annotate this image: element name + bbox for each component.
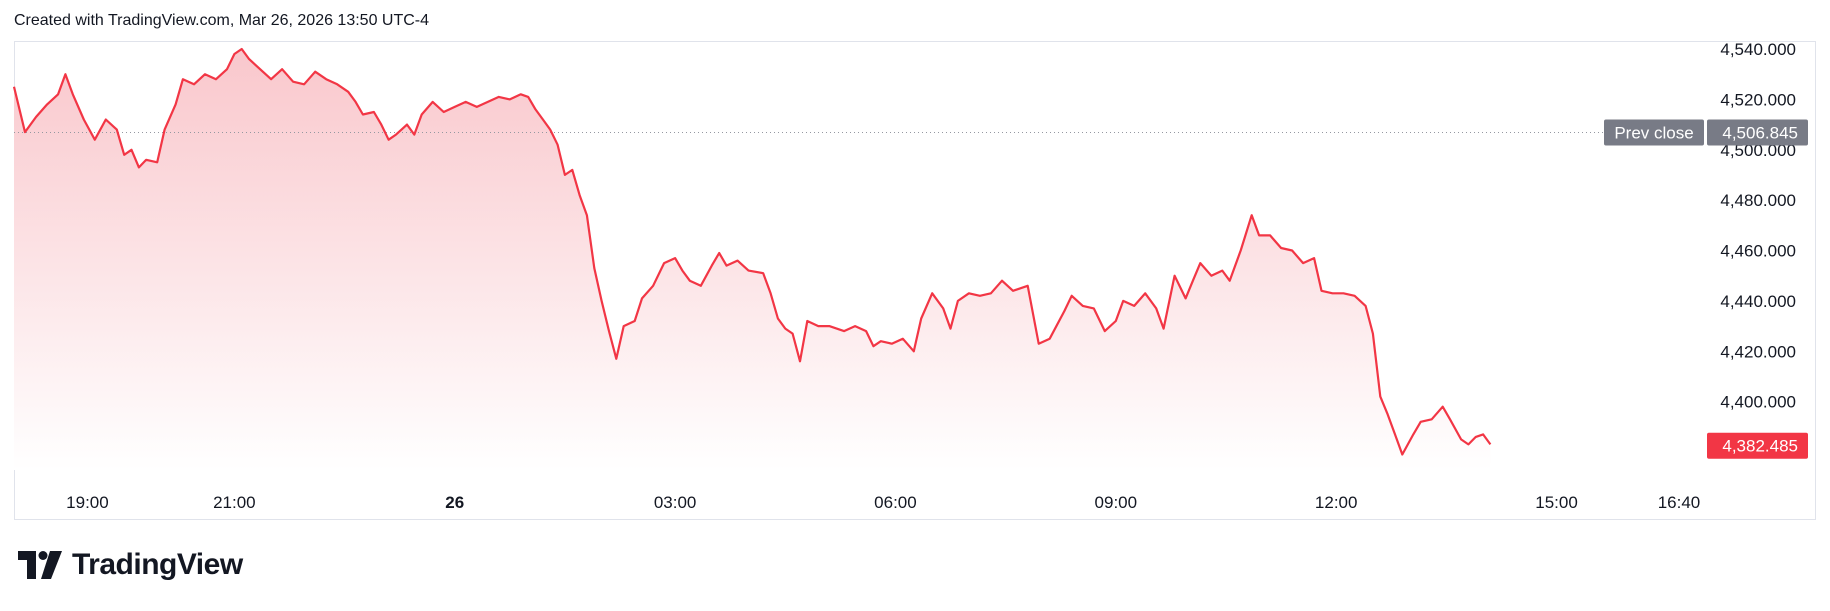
- x-tick-label: 15:00: [1535, 493, 1578, 512]
- y-tick-label: 4,520.000: [1720, 90, 1796, 109]
- price-chart[interactable]: 4,540.0004,520.0004,500.0004,480.0004,46…: [0, 0, 1830, 540]
- y-tick-label: 4,540.000: [1720, 40, 1796, 59]
- last-price-badge: 4,382.485: [1707, 432, 1808, 459]
- x-tick-label: 09:00: [1095, 493, 1138, 512]
- last-price-value: 4,382.485: [1722, 437, 1798, 456]
- y-tick-label: 4,460.000: [1720, 242, 1796, 261]
- tradingview-logo[interactable]: TradingView: [18, 548, 243, 582]
- price-area-fill: [14, 49, 1491, 470]
- y-tick-label: 4,420.000: [1720, 342, 1796, 361]
- prev-close-value: 4,506.845: [1722, 124, 1798, 143]
- y-tick-label: 4,400.000: [1720, 393, 1796, 412]
- prev-close-label: Prev close: [1614, 124, 1693, 143]
- prev-close-value-box: [1707, 119, 1808, 146]
- time-axis[interactable]: 19:00 21:00 26 03:00 06:00 09:00 12:00 15:00 16:…: [66, 493, 1700, 512]
- prev-close-badge: Prev close 4,506.845: [1604, 119, 1808, 146]
- x-tick-label: 26: [445, 493, 464, 512]
- tradingview-logo-text: TradingView: [72, 548, 243, 581]
- x-tick-label: 12:00: [1315, 493, 1358, 512]
- x-tick-label: 19:00: [66, 493, 109, 512]
- prev-close-label-box: [1604, 119, 1704, 146]
- tradingview-logo-icon: [18, 551, 62, 579]
- last-price-box: [1707, 432, 1808, 459]
- price-series-line: [12, 47, 1492, 456]
- y-tick-label: 4,480.000: [1720, 191, 1796, 210]
- chart-created-caption: Created with TradingView.com, Mar 26, 20…: [14, 12, 430, 29]
- price-axis[interactable]: 4,540.0004,520.0004,500.0004,480.0004,46…: [1720, 40, 1796, 412]
- x-tick-label: 06:00: [874, 493, 917, 512]
- x-tick-label: 21:00: [213, 493, 256, 512]
- x-tick-label: 03:00: [654, 493, 697, 512]
- x-tick-label: 16:40: [1658, 493, 1701, 512]
- y-tick-label: 4,440.000: [1720, 292, 1796, 311]
